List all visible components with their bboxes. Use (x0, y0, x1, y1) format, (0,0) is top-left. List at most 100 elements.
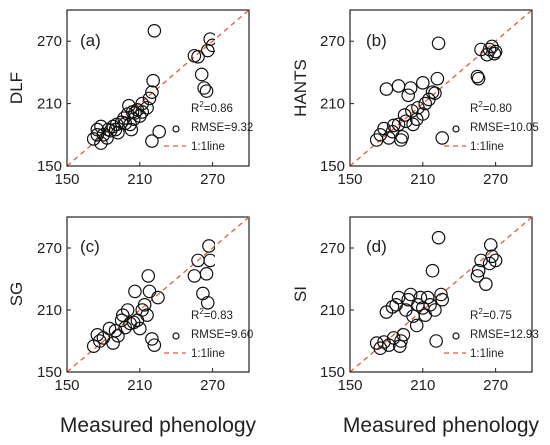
scatter-point (382, 338, 396, 352)
scatter-point (396, 327, 411, 342)
scatter-point (418, 96, 433, 111)
x-axis-label-right: Measured phenology (343, 414, 540, 437)
identity-line (349, 216, 533, 373)
y-tick-label: 210 (37, 96, 62, 113)
x-tick-label: 210 (127, 377, 152, 394)
scatter-point (120, 303, 135, 317)
legend-line-label: 1:1line (191, 348, 225, 360)
scatter-point (389, 298, 403, 312)
x-tick-label: 270 (483, 171, 508, 188)
scatter-point (470, 269, 485, 283)
scatter-point (428, 303, 442, 317)
scatter-point (200, 295, 215, 310)
scatter-point (194, 67, 209, 82)
scatter-point (135, 96, 150, 111)
y-tick-label: 150 (320, 158, 345, 175)
scatter-point (399, 114, 413, 129)
legend-marker (172, 125, 180, 133)
scatter-point (196, 286, 210, 301)
scatter-point (379, 82, 394, 96)
panel-label: (d) (366, 237, 387, 256)
x-tick-label: 150 (337, 377, 362, 394)
scatter-point (142, 91, 157, 106)
x-tick-label: 270 (200, 377, 225, 394)
scatter-point (141, 269, 156, 283)
scatter-points (369, 230, 503, 356)
y-tick-label: 210 (320, 302, 345, 319)
y-tick-label: 270 (320, 33, 345, 50)
rmse-text: RMSE=12.93 (470, 329, 539, 341)
scatter-point (147, 338, 162, 352)
plot-frame (66, 9, 250, 167)
panel-label: (b) (366, 31, 387, 50)
scatter-point (137, 298, 152, 312)
x-tick-label: 210 (410, 377, 435, 394)
scatter-point (145, 134, 159, 148)
scatter-point (431, 230, 446, 245)
y-axis-label: DLF (7, 72, 26, 104)
scatter-point (482, 256, 497, 271)
scatter-point (187, 269, 202, 283)
scatter-point (145, 332, 159, 346)
y-tick-label: 150 (37, 364, 62, 381)
r-squared-text: R2=0.80 (470, 100, 512, 115)
scatter-point (386, 118, 401, 133)
y-tick-label: 270 (37, 33, 62, 50)
scatter-point (391, 117, 406, 132)
r-squared-text: R2=0.83 (191, 307, 233, 322)
scatter-point (202, 239, 215, 253)
plot-frame (349, 216, 533, 373)
scatter-point (420, 290, 435, 305)
y-tick-label: 150 (320, 364, 345, 381)
scatter-point (124, 122, 139, 137)
scatter-point (485, 249, 499, 264)
scatter-point (483, 238, 498, 252)
plot-frame (66, 216, 250, 373)
panel-label: (a) (80, 31, 101, 50)
scatter-point (435, 292, 450, 307)
scatter-point (128, 284, 142, 299)
scatter-point (90, 327, 105, 342)
rmse-text: RMSE=10.05 (470, 122, 539, 134)
scatter-point (471, 263, 486, 278)
scatter-point (397, 108, 412, 122)
scatter-point (429, 334, 443, 348)
rmse-text: RMSE=9.32 (191, 122, 253, 134)
scatter-point (415, 76, 430, 90)
scatter-point (415, 107, 430, 121)
scatter-point (479, 277, 493, 291)
identity-line (349, 9, 533, 167)
scatter-point (86, 132, 101, 146)
r-squared-text: R2=0.75 (470, 307, 512, 322)
scatter-point (133, 321, 147, 336)
scatter-point (395, 130, 409, 144)
scatter-point (430, 71, 445, 86)
y-axis-label: HANTS (291, 59, 310, 117)
panel-d: 150 210 270 150 210 270 (d) SI R2=0.75 RMSE=1… (291, 216, 539, 394)
y-tick-label: 270 (320, 240, 345, 257)
scatter-points (86, 23, 215, 150)
y-axis-label: SI (291, 286, 310, 302)
scatter-point (403, 81, 418, 95)
axis-ticks: 150 210 270 150 210 270 (320, 33, 508, 188)
y-tick-label: 270 (37, 240, 62, 257)
panel-c: 150 210 270 150 210 270 (c) SG R2=0.83 RMSE=9… (7, 216, 253, 394)
identity-line (66, 9, 250, 167)
panel-b: 150 210 270 150 210 270 (b) HANTS R2=0.80 RMS… (291, 9, 539, 188)
x-tick-label: 150 (54, 377, 79, 394)
scatter-point (142, 284, 157, 299)
scatter-point (401, 88, 416, 103)
axis-ticks: 150 210 270 150 210 270 (37, 240, 225, 394)
scatter-point (199, 84, 214, 98)
scatter-point (391, 79, 406, 93)
scatter-point (146, 73, 160, 88)
rmse-text: RMSE=9.60 (191, 329, 253, 341)
scatter-point (470, 69, 485, 84)
scatter-point (434, 287, 448, 302)
x-axis-label-left: Measured phenology (60, 414, 257, 437)
scatter-point (96, 128, 111, 142)
plot-frame (349, 9, 533, 167)
legend-marker (452, 332, 460, 340)
scatter-point (147, 23, 162, 38)
